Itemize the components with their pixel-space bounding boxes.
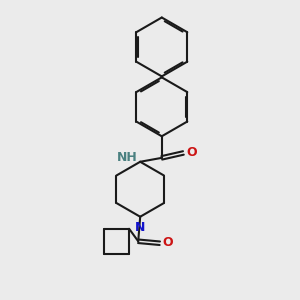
Text: N: N <box>135 221 146 234</box>
Text: O: O <box>162 236 173 249</box>
Text: NH: NH <box>117 152 138 164</box>
Text: O: O <box>186 146 196 159</box>
